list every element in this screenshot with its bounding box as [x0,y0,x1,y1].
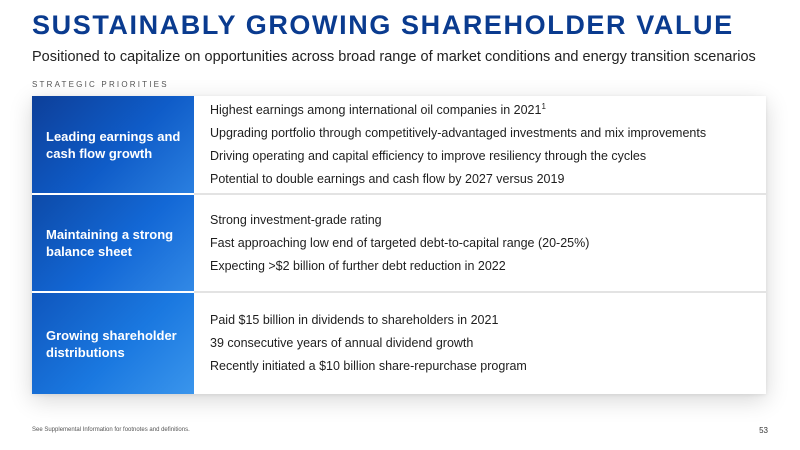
footnote-reference: See Supplemental Information for footnot… [32,427,190,433]
priority-heading: Growing shareholder distributions [32,293,194,394]
row-divider [194,193,766,195]
priority-row-earnings: Leading earnings and cash flow growth Hi… [32,96,766,193]
priority-heading: Maintaining a strong balance sheet [32,195,194,291]
priority-bullet: Recently initiated a $10 billion share-r… [210,359,527,373]
page-title: SUSTAINABLY GROWING SHAREHOLDER VALUE [32,10,734,40]
priority-row-distributions: Growing shareholder distributions Paid $… [32,293,766,394]
bullet-text: Highest earnings among international oil… [210,102,542,117]
priority-bullet: 39 consecutive years of annual dividend … [210,336,474,350]
priority-row-balance-sheet: Maintaining a strong balance sheet Stron… [32,195,766,291]
priority-bullet: Driving operating and capital efficiency… [210,148,647,163]
priority-bullet: Expecting >$2 billion of further debt re… [210,258,506,273]
priority-bullets: Paid $15 billion in dividends to shareho… [194,293,766,394]
section-label: STRATEGIC PRIORITIES [32,80,169,89]
priority-bullet: Highest earnings among international oil… [210,99,766,122]
strategic-priorities-table: Leading earnings and cash flow growth Hi… [32,96,766,394]
row-divider [194,291,766,293]
priority-bullet: Paid $15 billion in dividends to shareho… [210,313,499,327]
priority-bullets: Strong investment-grade rating Fast appr… [194,195,766,291]
priority-bullets: Highest earnings among international oil… [194,96,766,193]
priority-heading: Leading earnings and cash flow growth [32,96,194,193]
page-subtitle: Positioned to capitalize on opportunitie… [32,49,756,65]
page-number: 53 [759,426,768,435]
footnote-marker: 1 [541,101,546,111]
priority-bullet: Potential to double earnings and cash fl… [210,171,565,186]
priority-bullet: Fast approaching low end of targeted deb… [210,235,590,250]
priority-bullet: Upgrading portfolio through competitivel… [210,125,707,140]
priority-bullet: Strong investment-grade rating [210,212,382,227]
